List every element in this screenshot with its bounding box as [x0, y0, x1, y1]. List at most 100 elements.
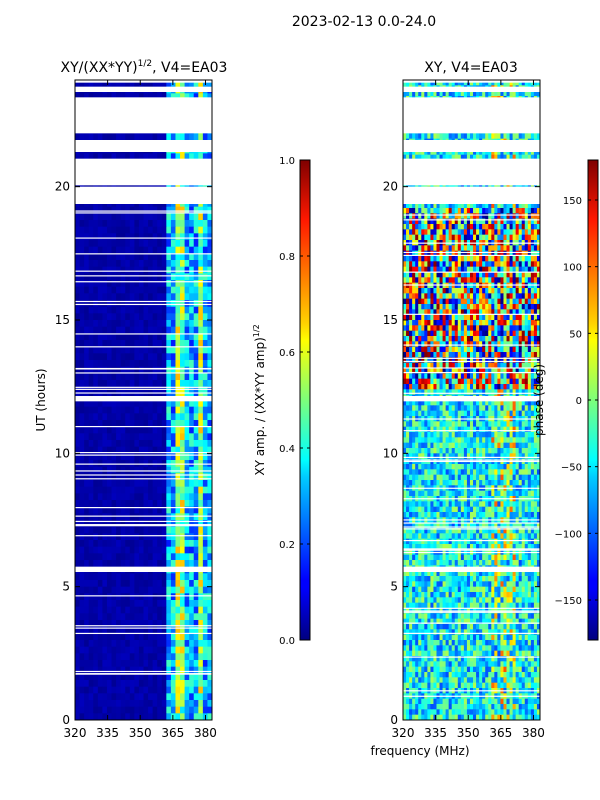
heatmap-cell: [143, 633, 149, 641]
heatmap-cell: [79, 600, 85, 608]
colorbar-tick-label: 0.0: [279, 636, 295, 647]
heatmap-cell: [491, 149, 495, 156]
heatmap-cell: [403, 229, 407, 236]
heatmap-cell: [134, 533, 140, 541]
heatmap-cell: [202, 426, 208, 434]
heatmap-cell: [143, 573, 149, 581]
heatmap-cell: [485, 133, 489, 140]
heatmap-cell: [88, 646, 94, 654]
heatmap-cell: [479, 208, 483, 214]
heatmap-cell: [152, 646, 158, 654]
flagged-line: [75, 474, 212, 476]
heatmap-cell: [184, 406, 190, 414]
heatmap-cell: [198, 280, 204, 288]
heatmap-cell: [102, 406, 108, 414]
heatmap-cell: [111, 540, 117, 548]
heatmap-cell: [180, 640, 185, 648]
heatmap-cell: [125, 220, 131, 228]
heatmap-cell: [88, 546, 94, 554]
heatmap-cell: [433, 256, 437, 262]
heatmap-cell: [129, 646, 135, 654]
heatmap-cell: [134, 380, 140, 388]
heatmap-cell: [106, 426, 112, 434]
heatmap-cell: [442, 261, 447, 268]
heatmap-cell: [193, 333, 199, 341]
heatmap-cell: [166, 520, 172, 528]
heatmap-cell: [157, 653, 163, 661]
heatmap-cell: [125, 306, 131, 314]
heatmap-cell: [157, 433, 163, 441]
heatmap-cell: [488, 154, 492, 161]
heatmap-cell: [479, 304, 483, 310]
heatmap-cell: [84, 420, 90, 428]
heatmap-cell: [157, 293, 163, 301]
heatmap-cell: [134, 440, 140, 448]
heatmap-cell: [84, 540, 90, 548]
flagged-line: [75, 253, 212, 255]
heatmap-cell: [75, 593, 80, 601]
heatmap-cell: [143, 253, 149, 261]
heatmap-cell: [202, 153, 208, 161]
heatmap-cell: [515, 90, 520, 97]
flagged-line: [75, 303, 212, 306]
heatmap-cell: [454, 245, 459, 252]
heatmap-cell: [207, 640, 212, 648]
heatmap-cell: [88, 153, 94, 161]
heatmap-cell: [466, 277, 471, 284]
heatmap-cell: [473, 288, 477, 294]
heatmap-cell: [448, 298, 453, 305]
heatmap-cell: [207, 506, 212, 514]
heatmap-cell: [427, 261, 431, 268]
heatmap-cell: [503, 293, 507, 300]
heatmap-cell: [79, 513, 85, 521]
heatmap-cell: [451, 224, 456, 230]
heatmap-cell: [129, 553, 135, 561]
heatmap-cell: [79, 613, 85, 621]
heatmap-cell: [138, 400, 144, 408]
heatmap-cell: [75, 440, 80, 448]
heatmap-cell: [515, 154, 520, 161]
heatmap-cell: [148, 640, 154, 648]
heatmap-cell: [439, 149, 443, 156]
heatmap-cell: [111, 213, 117, 221]
heatmap-cell: [403, 80, 407, 86]
heatmap-cell: [521, 277, 526, 284]
heatmap-cell: [198, 380, 204, 388]
heatmap-cell: [166, 380, 172, 388]
heatmap-cell: [152, 420, 158, 428]
heatmap-cell: [152, 320, 158, 328]
heatmap-cell: [193, 326, 199, 334]
heatmap-cell: [97, 506, 103, 514]
heatmap-cell: [120, 253, 126, 261]
heatmap-cell: [84, 560, 90, 568]
heatmap-cell: [148, 153, 154, 161]
heatmap-cell: [202, 406, 208, 414]
heatmap-cell: [161, 433, 167, 441]
heatmap-cell: [116, 626, 122, 634]
heatmap-cell: [406, 202, 410, 209]
heatmap-cell: [518, 234, 523, 241]
heatmap-cell: [106, 713, 112, 720]
heatmap-cell: [157, 440, 163, 448]
heatmap-cell: [116, 373, 122, 381]
heatmap-cell: [125, 206, 131, 214]
heatmap-cell: [97, 360, 103, 368]
heatmap-cell: [518, 80, 523, 86]
heatmap-cell: [125, 520, 131, 528]
heatmap-cell: [524, 298, 529, 305]
heatmap-cell: [479, 229, 483, 236]
heatmap-cell: [129, 606, 135, 614]
heatmap-cell: [97, 680, 103, 688]
heatmap-cell: [189, 673, 195, 681]
heatmap-cell: [518, 298, 523, 305]
heatmap-cell: [479, 266, 483, 273]
heatmap-cell: [170, 453, 176, 461]
heatmap-cell: [88, 320, 94, 328]
heatmap-cell: [406, 149, 410, 156]
heatmap-cell: [189, 206, 195, 214]
heatmap-cell: [75, 446, 80, 454]
heatmap-cell: [469, 256, 474, 262]
heatmap-cell: [79, 400, 85, 408]
heatmap-cell: [189, 213, 195, 221]
heatmap-cell: [79, 686, 85, 694]
